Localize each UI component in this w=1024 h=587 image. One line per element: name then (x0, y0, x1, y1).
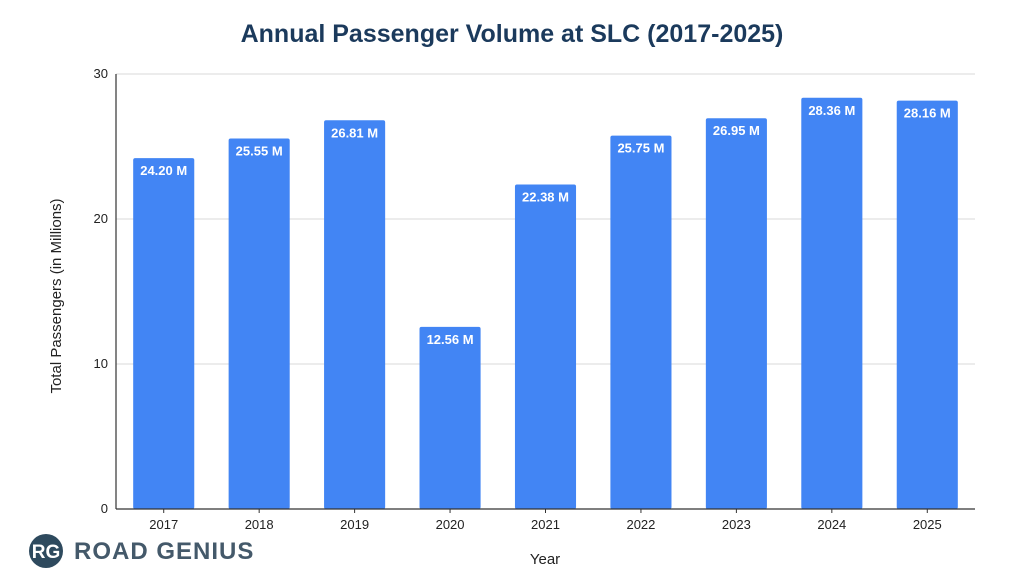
bar-2020 (419, 326, 481, 509)
bar-2017 (133, 158, 195, 509)
logo-circle (29, 534, 63, 568)
bars (133, 97, 958, 510)
x-tick-label: 2024 (817, 517, 846, 532)
logo-mark: RG (32, 542, 61, 563)
bar-2021 (514, 184, 577, 510)
chart-title: Annual Passenger Volume at SLC (2017-202… (241, 20, 784, 48)
bar-2024 (801, 97, 863, 509)
x-tick-label: 2017 (149, 517, 178, 532)
bar-2023 (705, 118, 767, 509)
x-tick-label: 2023 (722, 517, 751, 532)
y-tick-label: 0 (101, 501, 108, 516)
y-axis-title: Total Passengers (in Millions) (48, 198, 65, 393)
data-label-2017: 24.20 M (140, 163, 187, 178)
y-tick-label: 20 (94, 211, 108, 226)
bar-2022 (610, 135, 672, 509)
brand-logo: RG ROAD GENIUS (29, 534, 254, 568)
bar-2025 (896, 100, 958, 510)
x-tick-label: 2021 (531, 517, 560, 532)
data-label-2022: 25.75 M (617, 141, 664, 156)
bar-2018 (228, 138, 290, 509)
x-axis-title: Year (530, 551, 560, 568)
x-tick-label: 2019 (340, 517, 369, 532)
x-tick-label: 2022 (626, 517, 655, 532)
data-label-2020: 12.56 M (427, 332, 474, 347)
data-labels: 24.20 M 25.55 M 26.81 M 12.56 M 22.38 M 25.75… (140, 103, 951, 347)
x-axis-ticks: 2017 2018 2019 2020 2021 2022 2023 2024 2025 (149, 509, 942, 532)
data-label-2024: 28.36 M (808, 103, 855, 118)
data-label-2019: 26.81 M (331, 125, 378, 140)
y-tick-label: 30 (94, 66, 108, 81)
data-label-2021: 22.38 M (522, 189, 569, 204)
x-tick-label: 2020 (436, 517, 465, 532)
data-label-2018: 25.55 M (236, 144, 283, 159)
x-tick-label: 2025 (913, 517, 942, 532)
data-label-2023: 26.95 M (713, 123, 760, 138)
y-axis-ticks: 0 10 20 30 (94, 66, 108, 516)
brand-name: ROAD GENIUS (74, 538, 254, 565)
bar-2019 (324, 120, 386, 509)
data-label-2025: 28.16 M (904, 106, 951, 121)
x-tick-label: 2018 (245, 517, 274, 532)
y-tick-label: 10 (94, 356, 108, 371)
